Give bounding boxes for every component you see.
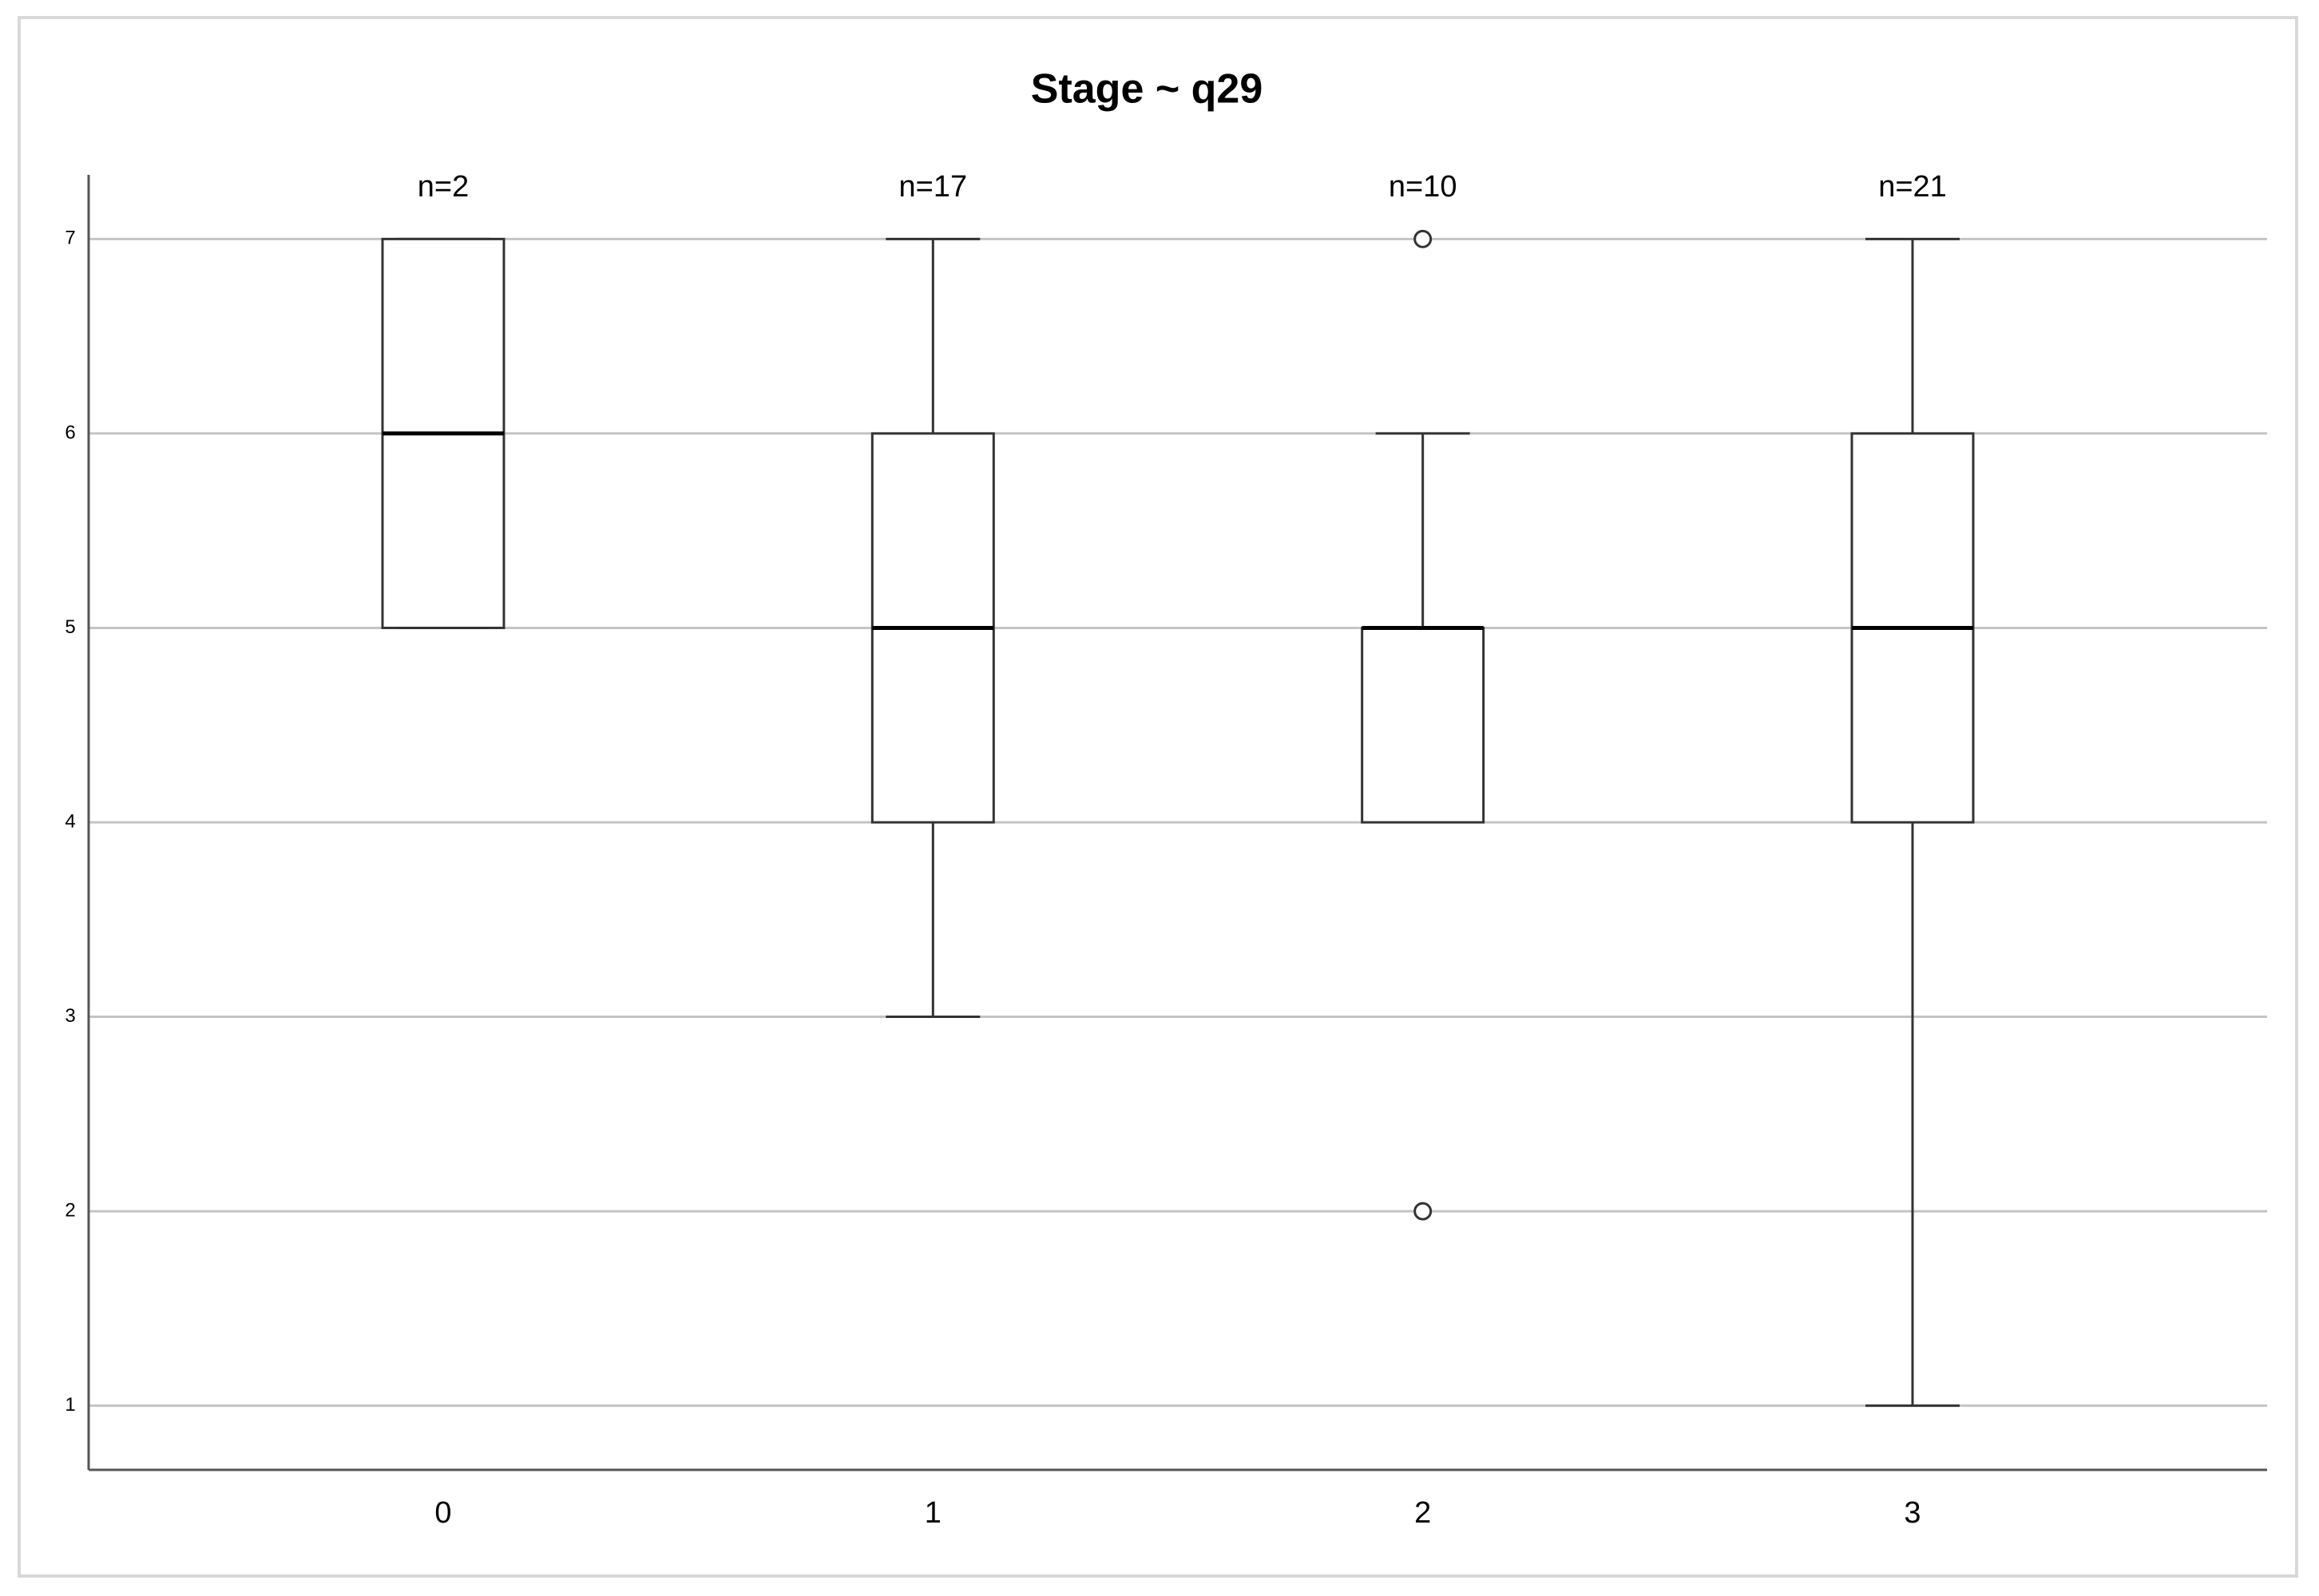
y-tick-label: 5 [65, 616, 75, 638]
y-tick-label: 2 [65, 1199, 75, 1221]
x-tick-label: 1 [925, 1496, 941, 1530]
x-tick-label: 0 [434, 1496, 451, 1530]
y-tick-label: 4 [65, 810, 75, 832]
y-tick-label: 6 [65, 422, 75, 443]
box [1361, 626, 1485, 824]
x-tick-label: 3 [1904, 1496, 1921, 1530]
outlier [1413, 229, 1433, 248]
y-tick-label: 7 [65, 228, 75, 249]
y-tick-label: 1 [65, 1394, 75, 1416]
n-label: n=2 [418, 170, 469, 204]
y-tick-label: 3 [65, 1005, 75, 1027]
n-label: n=10 [1389, 170, 1457, 204]
outlier [1413, 1202, 1433, 1221]
n-label: n=21 [1878, 170, 1947, 204]
chart-title: Stage ~ q29 [1031, 66, 1263, 113]
x-tick-label: 2 [1414, 1496, 1431, 1530]
n-label: n=17 [899, 170, 968, 204]
